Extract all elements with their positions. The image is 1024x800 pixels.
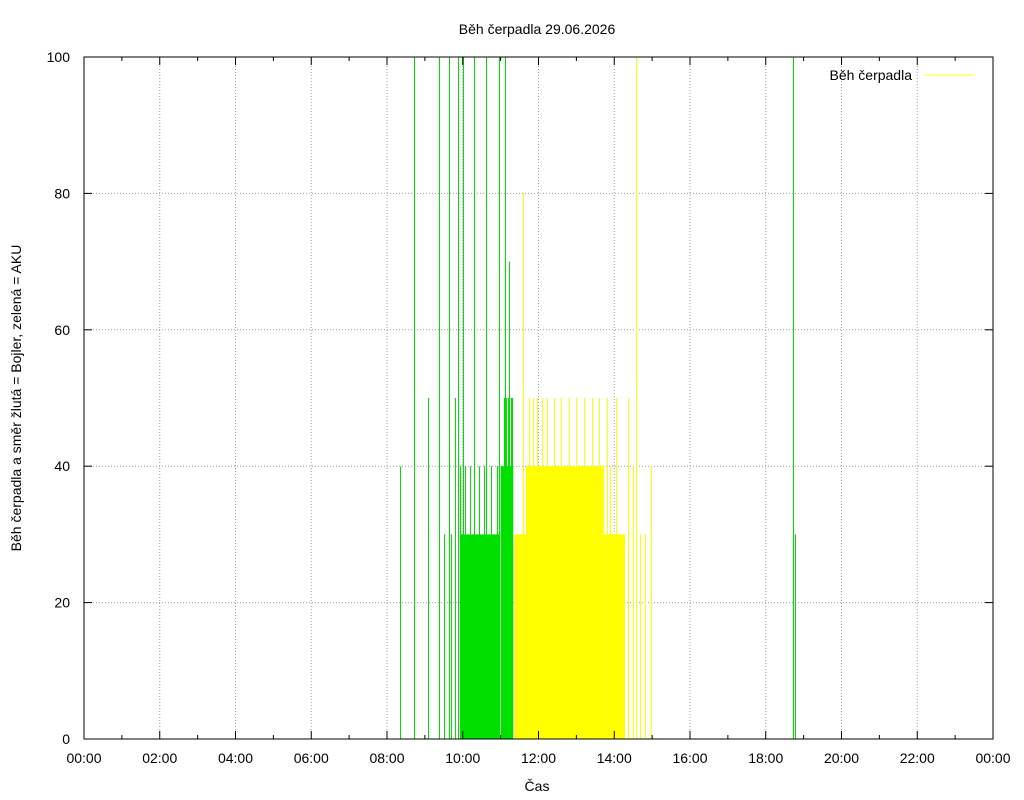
y-tick-label: 80 <box>54 185 70 201</box>
x-tick-label: 04:00 <box>218 750 253 766</box>
x-tick-label: 18:00 <box>748 750 783 766</box>
x-tick-label: 14:00 <box>597 750 632 766</box>
x-tick-label: 08:00 <box>369 750 404 766</box>
y-tick-label: 0 <box>62 731 70 747</box>
x-tick-label: 16:00 <box>672 750 707 766</box>
run-block <box>514 534 526 739</box>
y-tick-label: 20 <box>54 595 70 611</box>
x-tick-label: 10:00 <box>445 750 480 766</box>
run-block <box>602 534 625 739</box>
x-axis-label: Čas <box>525 778 550 794</box>
y-tick-labels: 0 20 40 60 80 100 <box>47 49 71 747</box>
x-tick-label: 06:00 <box>294 750 329 766</box>
x-tick-label: 00:00 <box>66 750 101 766</box>
y-tick-label: 60 <box>54 322 70 338</box>
legend-label: Běh čerpadla <box>829 67 912 83</box>
y-tick-label: 40 <box>54 458 70 474</box>
x-tick-label: 22:00 <box>900 750 935 766</box>
run-block <box>525 466 603 739</box>
x-tick-labels: 00:00 02:00 04:00 06:00 08:00 10:00 12:00 14:00… <box>66 750 1010 766</box>
legend: Běh čerpadla <box>829 67 974 83</box>
x-tick-label: 00:00 <box>975 750 1010 766</box>
y-axis-label: Běh čerpadla a směr žlutá = Bojler, zele… <box>8 245 24 552</box>
series-aku <box>400 57 796 739</box>
data-series <box>400 57 796 739</box>
axis-ticks <box>83 56 994 740</box>
chart-title: Běh čerpadla 29.06.2026 <box>459 21 616 37</box>
x-tick-label: 02:00 <box>142 750 177 766</box>
y-tick-label: 100 <box>47 49 71 65</box>
x-tick-label: 20:00 <box>824 750 859 766</box>
series-bojler <box>514 57 652 739</box>
x-tick-label: 12:00 <box>521 750 556 766</box>
